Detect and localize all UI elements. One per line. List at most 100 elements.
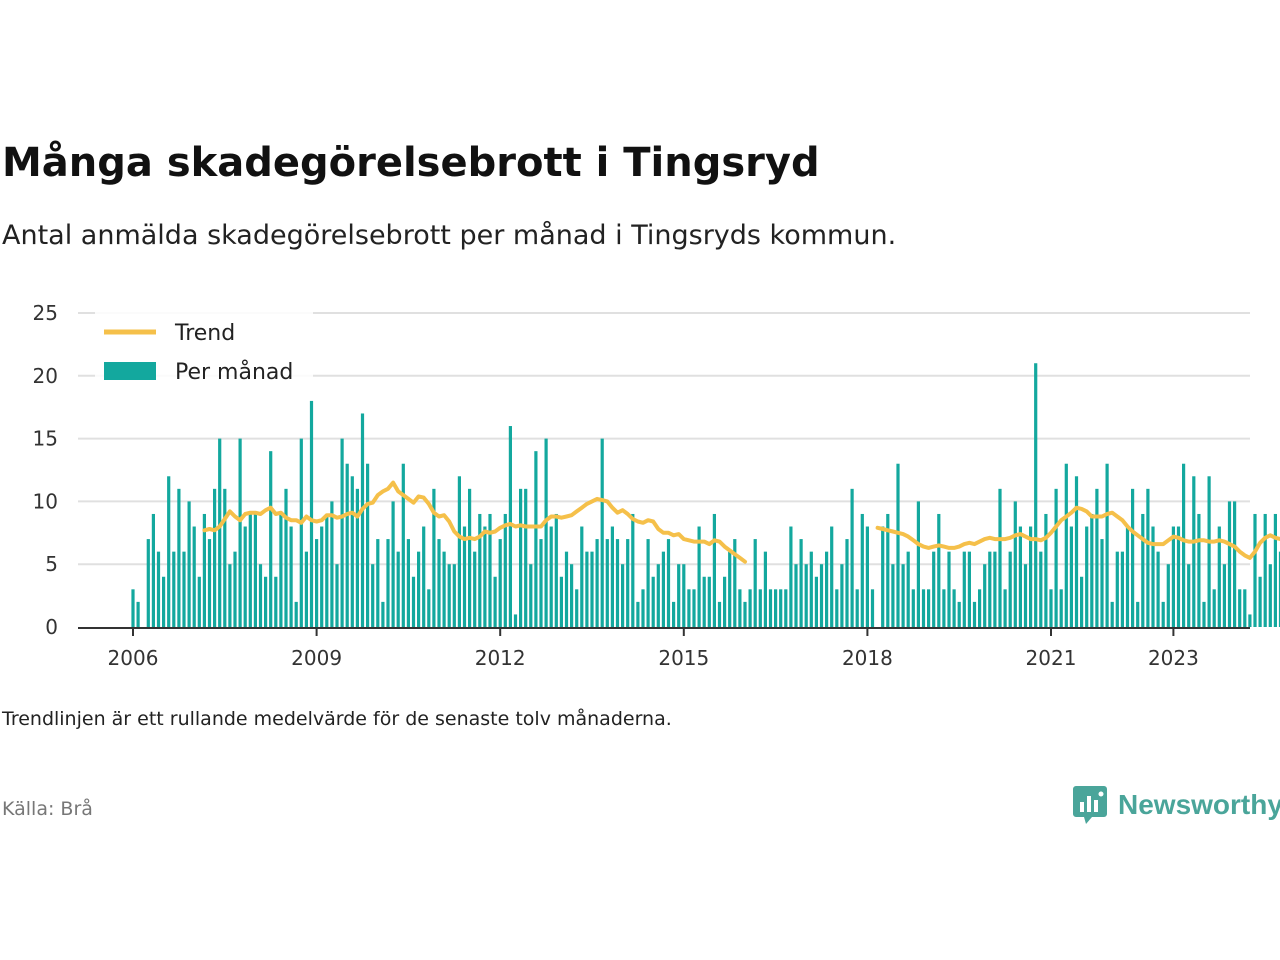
bar	[570, 564, 574, 627]
source: Källa: Brå	[2, 798, 93, 820]
bar	[702, 576, 706, 627]
bar	[886, 513, 890, 627]
bar	[1192, 476, 1196, 627]
bar	[258, 564, 263, 627]
bar	[483, 526, 487, 627]
bar	[131, 589, 135, 627]
bar-series-per-manad	[131, 363, 1280, 627]
bar	[865, 526, 869, 627]
newsworthy-logo[interactable]: Newsworthy	[1072, 784, 1280, 826]
legend-trend-label: Trend	[174, 321, 235, 346]
bar	[1171, 526, 1175, 627]
bar	[906, 551, 910, 627]
bar	[595, 539, 599, 627]
bar	[1110, 601, 1114, 627]
bar	[641, 589, 645, 627]
bar	[626, 539, 630, 627]
bar	[682, 564, 686, 627]
trend-line	[875, 505, 1280, 560]
bar	[763, 551, 767, 627]
bar	[758, 589, 762, 627]
bar	[1166, 564, 1170, 627]
bar	[814, 576, 818, 627]
bar	[498, 539, 502, 627]
bar	[1013, 501, 1017, 627]
bar	[197, 576, 201, 627]
bar	[447, 564, 451, 627]
chart-title: Många skadegörelsebrott i Tingsryd	[2, 140, 820, 186]
bar	[789, 526, 793, 627]
bar	[615, 539, 620, 627]
newsworthy-logo-text: Newsworthy	[1118, 789, 1280, 820]
bar	[411, 576, 416, 627]
bar	[192, 526, 196, 627]
bar	[1095, 488, 1099, 627]
bar	[610, 526, 614, 627]
bar	[136, 601, 140, 627]
bar	[1136, 601, 1140, 627]
bar	[1074, 476, 1079, 627]
bar	[1156, 551, 1160, 627]
bar	[580, 526, 584, 627]
bar	[1085, 526, 1089, 627]
bar	[1003, 589, 1007, 627]
bar	[799, 539, 803, 627]
bar	[870, 589, 875, 627]
bar	[952, 589, 956, 627]
bar	[156, 551, 161, 627]
bar	[1151, 526, 1155, 627]
bar	[335, 564, 339, 627]
y-axis-ticks: 0 5 10 15 20 25	[33, 301, 58, 639]
bar	[646, 539, 650, 627]
bar	[422, 526, 426, 627]
bar	[396, 551, 400, 627]
bar	[621, 564, 625, 627]
x-axis: 2006 2009 2012 2015 2018 2021 2023	[78, 627, 1250, 670]
bar	[462, 526, 467, 627]
bar	[289, 526, 293, 627]
bar	[962, 551, 966, 627]
bar	[998, 488, 1002, 627]
bar	[605, 539, 609, 627]
bar	[1131, 488, 1135, 627]
bar	[748, 589, 752, 627]
bar	[1146, 488, 1150, 627]
bar	[376, 539, 380, 627]
bar	[182, 551, 186, 627]
bar	[554, 513, 558, 627]
bar	[784, 589, 788, 627]
bar	[983, 564, 987, 627]
bar	[253, 513, 257, 627]
bar	[1273, 513, 1277, 627]
bar	[417, 551, 421, 627]
bar	[386, 539, 390, 627]
bar	[937, 513, 941, 627]
bar	[473, 551, 477, 627]
bar	[804, 564, 808, 627]
bar	[1115, 551, 1119, 627]
bar	[794, 564, 798, 627]
bar	[1176, 526, 1181, 627]
legend: Trend Per månad	[95, 310, 313, 392]
bar	[564, 551, 569, 627]
bar	[779, 589, 783, 627]
bar	[529, 564, 533, 627]
bar	[320, 526, 324, 627]
bar	[508, 426, 512, 627]
bar	[264, 576, 268, 627]
bar	[233, 551, 237, 627]
bar	[1008, 551, 1012, 627]
bar	[988, 551, 992, 627]
x-tick-label: 2012	[475, 646, 526, 670]
bar	[1222, 564, 1226, 627]
bar	[493, 576, 497, 627]
bar	[406, 539, 410, 627]
bar	[932, 551, 936, 627]
bar	[1069, 526, 1073, 627]
bar	[825, 551, 829, 627]
bar	[687, 589, 691, 627]
bar	[978, 589, 982, 627]
bar	[340, 438, 344, 627]
bar	[355, 488, 359, 627]
